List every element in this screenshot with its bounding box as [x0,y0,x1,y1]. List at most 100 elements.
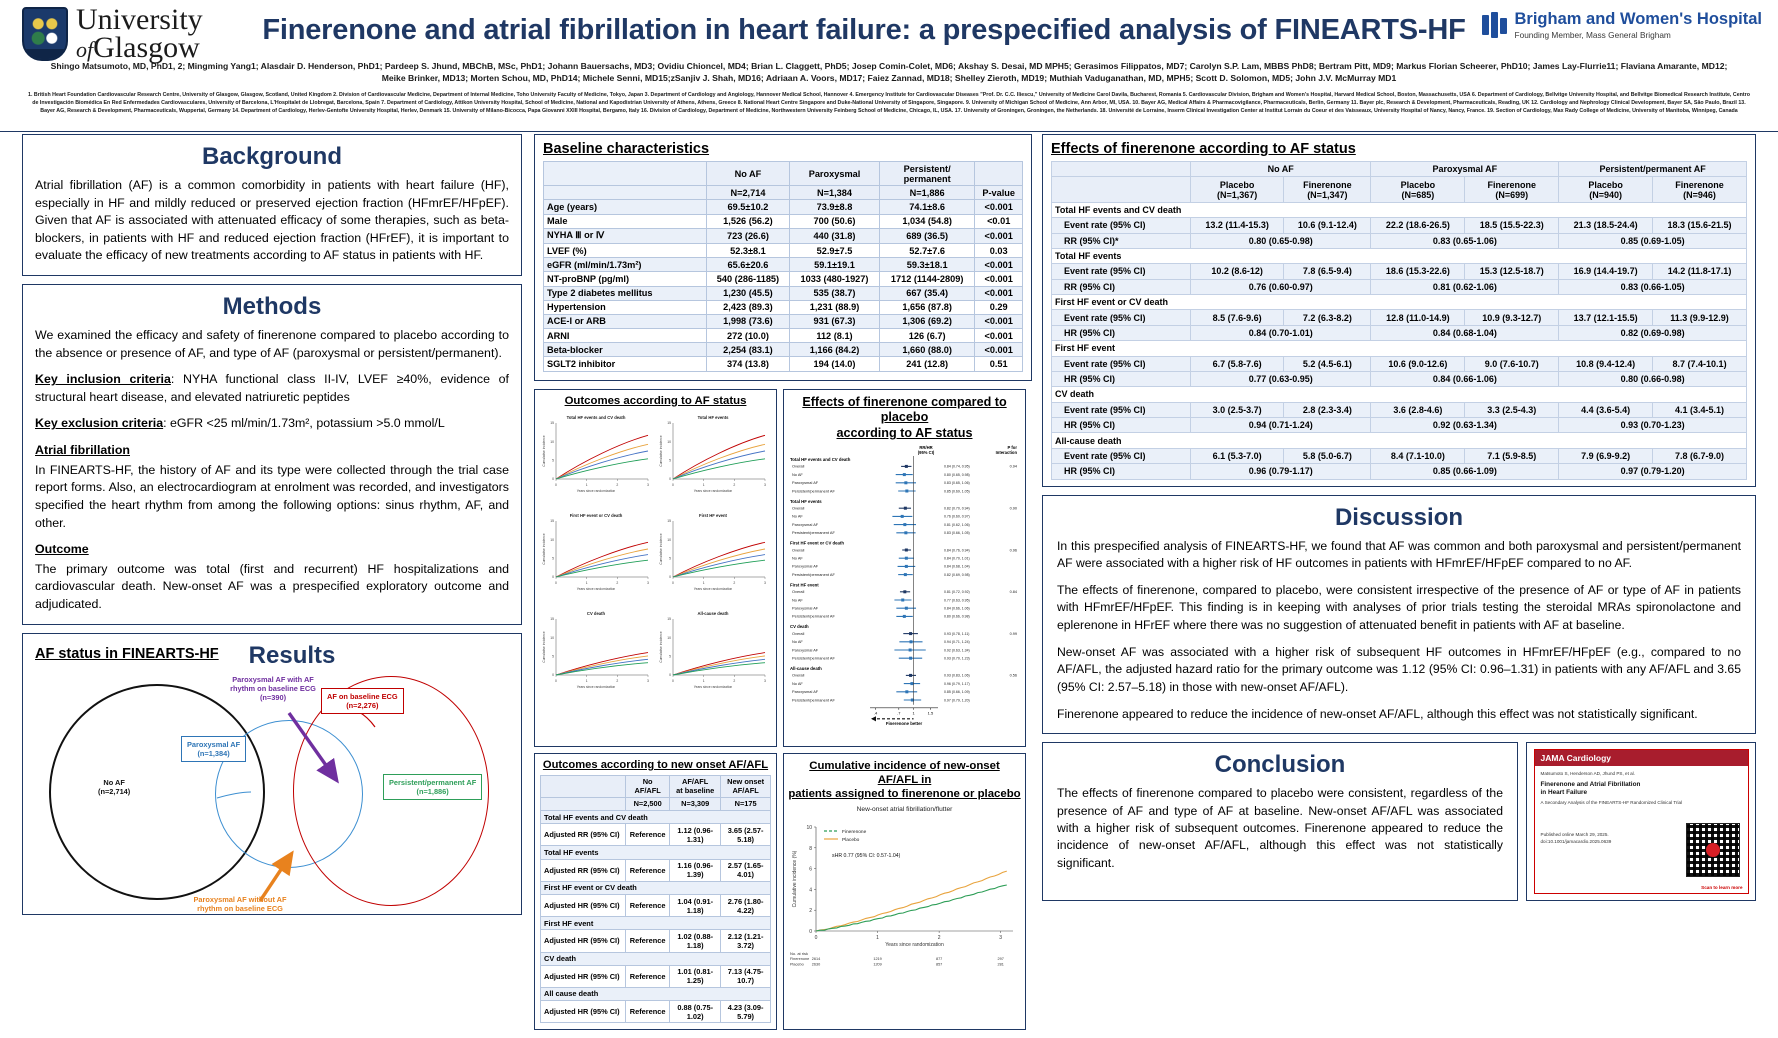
svg-text:Total HF events: Total HF events [697,415,729,420]
effects-section-header: All-cause death [1051,432,1747,449]
cell-value: 3.6 (2.8-4.6) [1370,401,1466,419]
venn-label-paroxysmal: Paroxysmal AF (n=1,384) [181,735,247,763]
svg-text:Finerenone: Finerenone [842,829,867,835]
table-row: Adjusted HR (95% CI) Reference 0.88 (0.75-… [539,1000,771,1024]
table-row: HR (95% CI) 0.77 (0.63-0.95) 0.84 (0.66-1.… [1051,370,1747,388]
svg-text:Overall: Overall [792,589,804,594]
cell-persistent: 241 (12.8) [878,356,976,372]
cell-persistent: 1712 (1144-2809) [878,271,976,287]
baseline-col-no-af: No AF [705,160,791,187]
effects-section-header: Total HF events and CV death [1051,201,1747,219]
arm-0: Placebo (N=1,367) [1189,176,1285,203]
table-row: Beta-blocker 2,254 (83.1) 1,166 (84.2) 1,66… [543,342,1023,358]
conclusion-section: Conclusion The effects of finerenone com… [1042,742,1518,902]
svg-text:8: 8 [809,846,812,852]
table-row: ACE-I or ARB 1,998 (73.6) 931 (67.3) 1,306 … [543,313,1023,330]
svg-text:Persistent/permanent AF: Persistent/permanent AF [792,572,835,577]
cell-reference: Reference [625,929,671,953]
cell-no-af: 1,998 (73.6) [705,313,791,330]
svg-text:0.76 (0.60, 0.97): 0.76 (0.60, 0.97) [944,515,970,519]
forest-plot: RR/HR (95% CI) P for Interaction Total HF ev… [788,442,1021,740]
cell-no-af: 540 (286-1185) [705,271,791,287]
svg-text:Finerenone: Finerenone [790,957,809,961]
effects-table-body: Total HF events and CV death Event rate (… [1051,201,1747,480]
row-label: Event rate (95% CI) [1051,355,1191,372]
svg-text:15: 15 [667,617,671,621]
svg-text:0: 0 [552,575,554,579]
row-label: Adjusted HR (95% CI) [539,893,627,918]
svg-text:0: 0 [555,483,557,487]
venn-title: AF status in FINEARTS-HF [35,645,219,662]
new-onset-section-header: First HF event or CV death [540,880,771,895]
baseline-n-row: N=2,714 N=1,384 N=1,886 P-value [543,185,1023,201]
svg-text:Placebo: Placebo [842,837,860,843]
background-heading: Background [201,143,342,170]
cell-value: 6.1 (5.3-7.0) [1189,447,1285,465]
svg-text:5: 5 [552,556,554,560]
inclusion-criteria: Key inclusion criteria: NYHA functional … [35,371,509,406]
svg-text:Placebo: Placebo [790,963,804,967]
svg-text:No AF: No AF [792,681,803,686]
cell-pvalue: <0.001 [974,257,1023,273]
cell-no-af: 69.5±10.2 [705,199,791,215]
new-onset-section-header: Total HF events and CV death [540,809,771,825]
svg-text:281: 281 [998,963,1004,967]
new-onset-section-header: First HF event [540,916,771,931]
cell-value: 8.5 (7.6-9.6) [1189,309,1285,326]
n-new-onset: N=175 [720,796,771,812]
svg-text:10: 10 [550,537,554,541]
table-row: RR (95% CI)* 0.80 (0.65-0.98) 0.83 (0.65-1… [1051,232,1747,249]
cell-value: 3.0 (2.5-3.7) [1189,401,1285,419]
cell-persistent: 59.3±18.1 [878,257,976,273]
exclusion-label: Key exclusion criteria [35,416,164,431]
n-af-afl-baseline: N=3,309 [669,796,722,812]
svg-text:0.84: 0.84 [1010,590,1017,594]
cell-value: 6.7 (5.8-7.6) [1189,355,1285,372]
cell-persistent: 667 (35.4) [878,285,976,301]
row-label: Adjusted RR (95% CI) [539,858,627,882]
svg-text:0: 0 [815,935,818,941]
cell-value: 0.84 (0.70-1.01) [1189,324,1372,342]
cell-value: 10.6 (9.0-12.6) [1370,355,1466,372]
cell-value: 18.5 (15.5-22.3) [1464,217,1560,234]
svg-text:0.93 (0.78, 1.11): 0.93 (0.78, 1.11) [944,632,969,636]
svg-text:1: 1 [586,679,588,683]
section-title: All-cause death [1051,432,1747,449]
row-label: SGLT2 inhibitor [543,356,707,372]
row-label: Adjusted HR (95% CI) [539,1000,627,1024]
svg-text:2: 2 [733,581,735,585]
cell-value: 0.83 (0.65-1.06) [1370,232,1560,249]
svg-text:1: 1 [876,935,879,941]
svg-text:0.85 (0.69, 1.05): 0.85 (0.69, 1.05) [944,489,970,493]
svg-text:1: 1 [586,581,588,585]
row-label: RR (95% CI)* [1051,232,1191,249]
svg-text:Overall: Overall [792,673,804,678]
cell-value: 7.2 (6.3-8.2) [1283,309,1372,326]
svg-text:4: 4 [809,888,812,894]
effects-section-header: Total HF events [1051,247,1747,265]
arm-3: Finerenone (N=699) [1464,176,1560,203]
cell-af-baseline: 1.12 (0.96-1.31) [669,823,722,847]
svg-text:0.84 (0.66, 1.06): 0.84 (0.66, 1.06) [944,606,970,610]
svg-text:2: 2 [616,679,618,683]
cell-paroxysmal: 440 (31.8) [789,227,880,244]
km-panel: First HF event 0 1 2 3 0 5 10 15 Years since rand… [657,509,772,605]
new-onset-section-header: Total HF events [540,845,771,860]
row-label: LVEF (%) [543,242,707,259]
cell-paroxysmal: 700 (50.6) [789,213,880,229]
svg-text:10: 10 [550,635,554,639]
table-row: Hypertension 2,423 (89.3) 1,231 (88.9) 1,65… [543,299,1023,315]
svg-text:Years since randomization: Years since randomization [577,587,616,591]
svg-text:Cumulative incidence: Cumulative incidence [542,533,546,565]
svg-text:15: 15 [550,617,554,621]
svg-text:No AF: No AF [792,597,803,602]
section-title: First HF event or CV death [540,880,771,895]
svg-text:0.99: 0.99 [1010,632,1017,636]
cell-value: 0.77 (0.63-0.95) [1189,370,1372,388]
jama-article-title: Finerenone and Atrial Fibrillation in Hea… [1540,780,1641,796]
svg-text:0.84 (0.68, 1.04): 0.84 (0.68, 1.04) [944,565,970,569]
row-label: Event rate (95% CI) [1051,263,1191,280]
km-heading: Outcomes according to AF status [564,394,747,407]
row-label: NT-proBNP (pg/ml) [543,271,707,287]
qr-code-icon[interactable] [1685,823,1740,878]
